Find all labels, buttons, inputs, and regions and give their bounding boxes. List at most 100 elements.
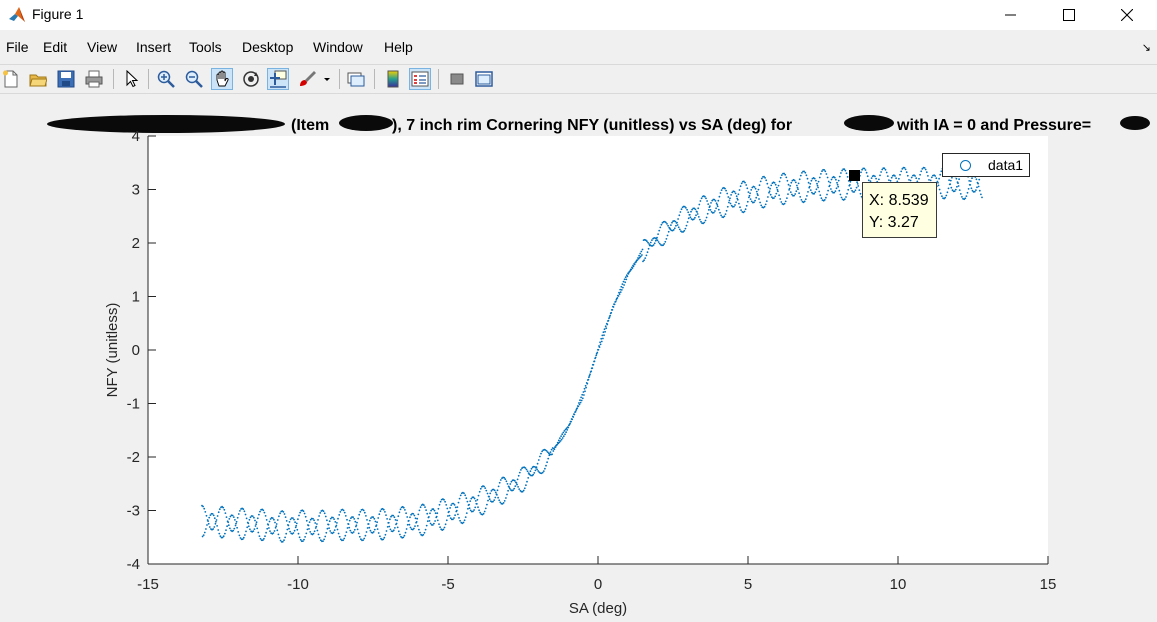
data-point — [523, 487, 526, 490]
data-point — [322, 540, 324, 542]
data-point — [479, 487, 482, 490]
data-point — [765, 179, 768, 182]
data-point — [740, 182, 743, 185]
data-point — [273, 530, 276, 532]
data-point — [212, 528, 215, 530]
data-point — [557, 439, 560, 442]
data-point — [562, 431, 565, 434]
data-point — [890, 176, 893, 179]
edit-plot-button[interactable] — [120, 68, 142, 90]
data-point — [579, 399, 581, 402]
data-point — [603, 334, 605, 337]
brush-button[interactable] — [296, 68, 318, 90]
data-point — [967, 188, 970, 190]
data-point — [743, 210, 746, 213]
data-point — [908, 179, 910, 181]
data-point — [588, 376, 590, 379]
insert-colorbar-button[interactable] — [382, 68, 404, 90]
minimize-button[interactable] — [988, 0, 1034, 30]
data-point — [697, 207, 700, 210]
menu-tools[interactable]: Tools — [189, 39, 222, 55]
data-point — [549, 451, 552, 453]
data-point — [486, 503, 488, 506]
save-button[interactable] — [55, 68, 77, 90]
data-point — [259, 510, 261, 513]
data-point — [416, 525, 419, 527]
datatip-marker[interactable] — [849, 170, 860, 181]
data-point — [612, 306, 615, 308]
data-point — [395, 522, 398, 525]
print-button[interactable] — [83, 68, 105, 90]
new-figure-button[interactable] — [0, 68, 22, 90]
show-plot-tools-button[interactable] — [473, 68, 495, 90]
dock-arrow-icon[interactable]: ↘ — [1141, 42, 1151, 54]
data-point — [385, 514, 387, 516]
data-point — [755, 190, 758, 193]
hide-plot-tools-button[interactable] — [446, 68, 468, 90]
data-point — [536, 462, 539, 465]
open-file-button[interactable] — [27, 68, 49, 90]
data-point — [209, 514, 212, 516]
menu-help[interactable]: Help — [384, 39, 413, 55]
data-point — [327, 523, 330, 526]
data-point — [757, 194, 759, 197]
close-button[interactable] — [1104, 0, 1150, 30]
menu-file[interactable]: File — [6, 39, 29, 55]
data-point — [537, 459, 540, 461]
menu-insert[interactable]: Insert — [136, 39, 172, 55]
data-point — [465, 497, 468, 500]
data-point — [801, 172, 803, 174]
legend[interactable]: data1 — [942, 153, 1030, 177]
data-point — [208, 516, 211, 519]
data-point — [450, 504, 453, 506]
data-point — [351, 532, 354, 534]
data-point — [521, 490, 524, 493]
data-point — [326, 527, 329, 530]
maximize-button[interactable] — [1046, 0, 1092, 30]
data-point — [343, 511, 346, 514]
brush-dropdown[interactable] — [320, 68, 334, 90]
data-point — [949, 179, 952, 182]
datatip[interactable]: X: 8.539 Y: 3.27 — [862, 182, 937, 238]
data-point — [356, 521, 358, 524]
zoom-in-button[interactable] — [155, 68, 177, 90]
data-point — [317, 533, 320, 536]
data-point — [459, 519, 461, 522]
data-point — [665, 221, 667, 224]
data-point — [659, 226, 662, 229]
data-point — [324, 535, 327, 538]
redaction-mark — [1120, 116, 1150, 130]
rotate-3d-button[interactable] — [240, 68, 262, 90]
title-part-a: (Item — [291, 117, 329, 134]
data-point — [453, 504, 456, 506]
pan-button[interactable] — [211, 68, 233, 90]
data-point — [856, 183, 859, 185]
data-point — [617, 295, 620, 297]
data-point — [405, 512, 407, 515]
menu-window[interactable]: Window — [313, 39, 363, 55]
data-point — [646, 240, 648, 243]
data-point — [244, 534, 246, 536]
data-point — [921, 168, 924, 170]
menu-desktop[interactable]: Desktop — [242, 39, 294, 55]
link-plot-button[interactable] — [345, 68, 367, 90]
data-point — [815, 188, 818, 191]
data-point — [283, 513, 286, 515]
data-point — [276, 529, 279, 532]
data-point — [455, 509, 458, 512]
insert-legend-button[interactable] — [409, 68, 431, 90]
data-point — [445, 504, 448, 506]
data-cursor-button[interactable] — [267, 68, 289, 90]
data-point — [552, 450, 555, 452]
zoom-out-button[interactable] — [183, 68, 205, 90]
menu-view[interactable]: View — [87, 39, 118, 55]
data-point — [689, 216, 692, 219]
data-point — [229, 515, 232, 518]
data-point — [494, 496, 497, 499]
figure-canvas[interactable]: (Item ), 7 inch rim Cornering NFY (unitl… — [0, 95, 1157, 622]
data-point — [413, 527, 415, 530]
data-point — [714, 210, 716, 212]
data-point — [970, 187, 973, 190]
menu-edit[interactable]: Edit — [43, 39, 68, 55]
data-point — [472, 496, 475, 499]
